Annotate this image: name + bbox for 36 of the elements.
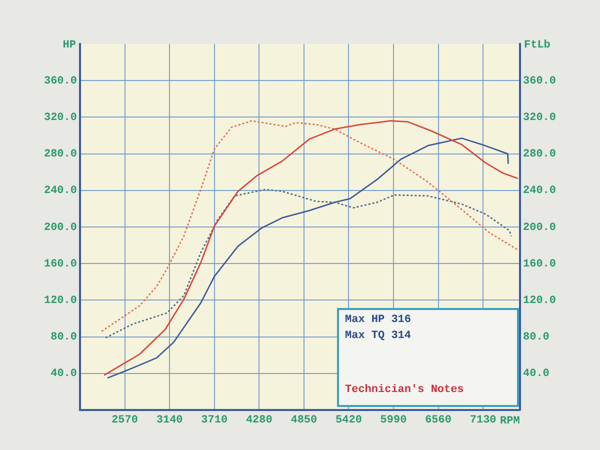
y-tick-label: 360.0: [44, 75, 77, 88]
x-tick-label: 6560: [425, 414, 452, 426]
y-tick-label: 200.0: [44, 222, 77, 234]
x-tick-label: 2570: [112, 414, 138, 426]
x-axis-title: RPM: [500, 415, 520, 428]
y2-axis-title: FtLb: [524, 39, 551, 52]
x-tick-label: 4280: [246, 414, 272, 426]
annotation: Technician's Notes: [345, 384, 464, 396]
x-tick-label: 4850: [290, 414, 318, 426]
y2-tick-label: 280.0: [523, 148, 556, 161]
y2-tick-label: 360.0: [523, 75, 556, 88]
x-tick-label: 5420: [336, 414, 362, 426]
line-series: [105, 188, 512, 338]
x-tick-label: 5990: [380, 414, 407, 426]
y-tick-label: 160.0: [44, 258, 77, 270]
y2-tick-label: 80.0: [523, 332, 550, 344]
y2-tick-label: 200.0: [523, 222, 556, 234]
annotation: Max TQ 314: [345, 330, 412, 342]
y-tick-label: 240.0: [44, 185, 77, 198]
notes-box: Max HP 316 Max TQ 314 Technician's Notes: [337, 308, 519, 407]
y-tick-label: 320.0: [44, 112, 77, 124]
y2-tick-label: 320.0: [523, 112, 556, 124]
y-tick-label: 80.0: [50, 332, 77, 344]
y2-tick-label: 240.0: [523, 185, 556, 198]
y-tick-label: 40.0: [50, 368, 77, 380]
y-axis-title: HP: [62, 39, 76, 52]
y2-tick-label: 160.0: [523, 258, 556, 270]
annotation: Max HP 316: [345, 314, 412, 326]
y2-tick-label: 40.0: [523, 368, 550, 380]
x-tick-label: 7130: [470, 414, 496, 426]
x-tick-label: 3710: [201, 414, 228, 426]
y2-tick-label: 120.0: [523, 294, 556, 307]
y-tick-label: 280.0: [44, 148, 77, 161]
y-tick-label: 120.0: [44, 294, 77, 307]
x-tick-label: 3140: [156, 414, 183, 426]
line-series: [100, 120, 519, 332]
